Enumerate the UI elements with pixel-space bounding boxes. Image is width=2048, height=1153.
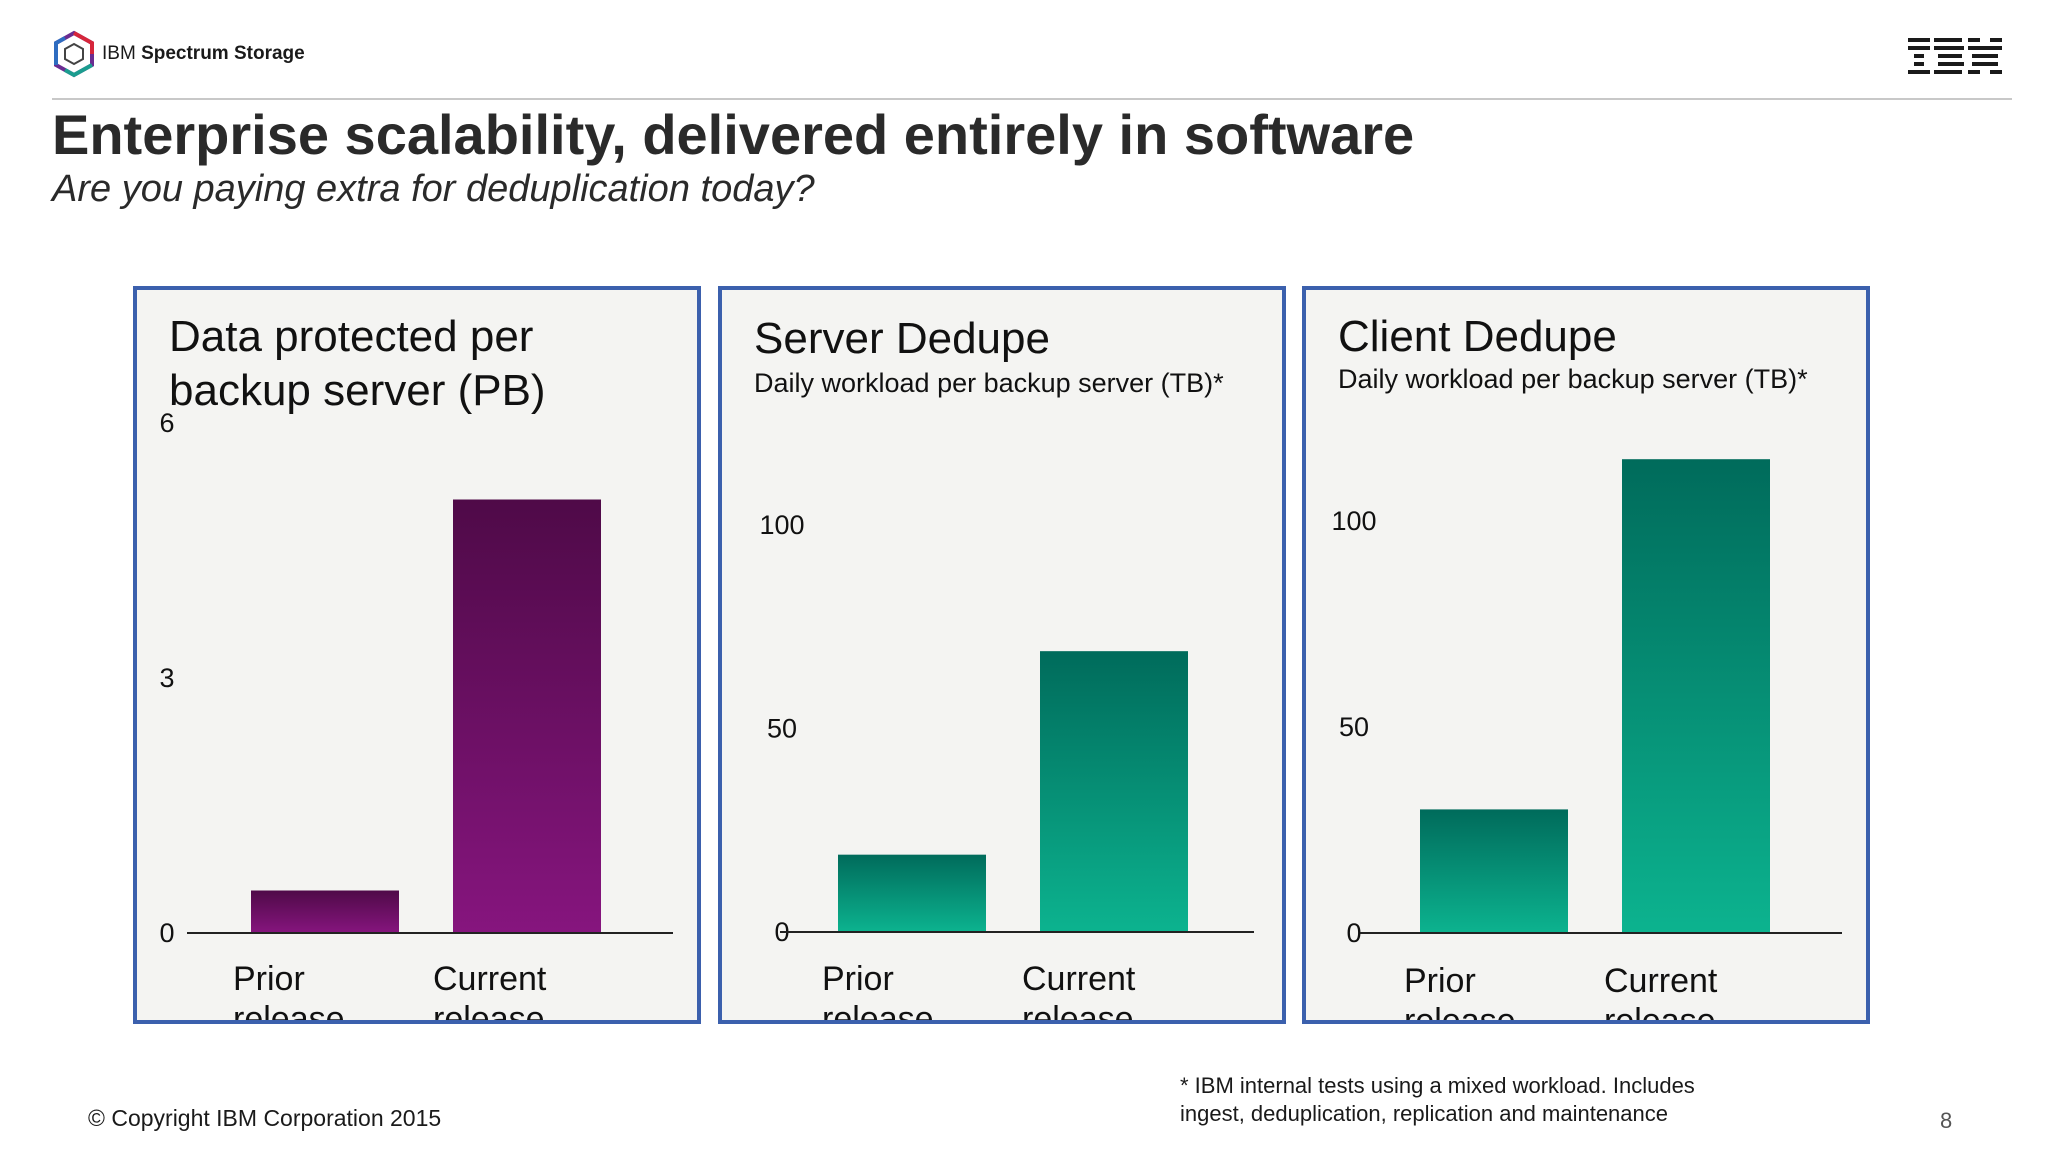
slide-subtitle: Are you paying extra for deduplication t… <box>52 168 815 210</box>
bar-prior-release <box>1420 809 1568 933</box>
bar-current-release <box>1040 651 1188 932</box>
page-number: 8 <box>1940 1108 1953 1133</box>
x-tick-label: Prior <box>233 960 305 998</box>
bar-prior-release <box>838 854 986 932</box>
x-tick-label: Current <box>433 960 547 998</box>
chart-panel-client-dedupe: Client Dedupe Daily workload per backup … <box>1302 286 1870 1024</box>
y-tick-label: 100 <box>1331 506 1376 536</box>
copyright: © Copyright IBM Corporation 2015 <box>88 1105 442 1131</box>
footnote-line1: * IBM internal tests using a mixed workl… <box>1180 1073 1695 1098</box>
y-tick-label: 6 <box>159 408 174 438</box>
chart-subtitle: Daily workload per backup server (TB)* <box>1338 364 1808 394</box>
spectrum-storage-logo-icon <box>54 30 94 78</box>
chart-panel-data-protected: Data protected per backup server (PB) 0 3… <box>133 286 701 1024</box>
y-tick-label: 0 <box>1346 918 1361 948</box>
x-tick-label: release <box>433 1000 545 1020</box>
y-tick-label: 0 <box>159 918 174 948</box>
x-tick-label: Current <box>1022 960 1136 998</box>
brand-prefix: IBM <box>102 43 136 64</box>
x-tick-label: release <box>1022 1000 1134 1020</box>
brand-text: IBM Spectrum Storage <box>102 43 305 65</box>
chart-subtitle: Daily workload per backup server (TB)* <box>754 368 1224 398</box>
bar-current-release <box>453 499 601 933</box>
y-tick-label: 50 <box>767 714 797 744</box>
x-tick-label: release <box>1404 1002 1516 1020</box>
y-tick-label: 50 <box>1339 712 1369 742</box>
chart-title: Client Dedupe <box>1338 312 1617 361</box>
header-rule <box>52 98 2012 100</box>
chart-title: Data protected per backup server (PB) <box>169 310 546 418</box>
brand-name: Spectrum Storage <box>141 43 305 64</box>
x-tick-label: release <box>1604 1002 1716 1020</box>
slide-title: Enterprise scalability, delivered entire… <box>52 103 1415 166</box>
bar-current-release <box>1622 459 1770 933</box>
x-tick-label: Current <box>1604 962 1718 1000</box>
x-tick-label: release <box>822 1000 934 1020</box>
chart-panel-server-dedupe: Server Dedupe Daily workload per backup … <box>718 286 1286 1024</box>
footnote: * IBM internal tests using a mixed workl… <box>1180 1072 1780 1128</box>
slide-header: IBM Spectrum Storage <box>52 28 2012 98</box>
chart-title: Server Dedupe <box>754 314 1050 363</box>
y-tick-label: 100 <box>759 510 804 540</box>
chart-title-line2: backup server (PB) <box>169 366 546 415</box>
footnote-line2: ingest, deduplication, replication and m… <box>1180 1101 1668 1126</box>
x-tick-label: Prior <box>1404 962 1476 1000</box>
brand: IBM Spectrum Storage <box>52 30 305 78</box>
ibm-logo-icon <box>1908 38 2002 74</box>
bar-prior-release <box>251 890 399 933</box>
x-tick-label: Prior <box>822 960 894 998</box>
bar-chart-client-dedupe: 0 50 100 Prior release Current release <box>1331 459 1842 1020</box>
y-tick-label: 3 <box>159 663 174 693</box>
x-tick-label: release <box>233 1000 345 1020</box>
chart-title-line1: Data protected per <box>169 312 534 361</box>
